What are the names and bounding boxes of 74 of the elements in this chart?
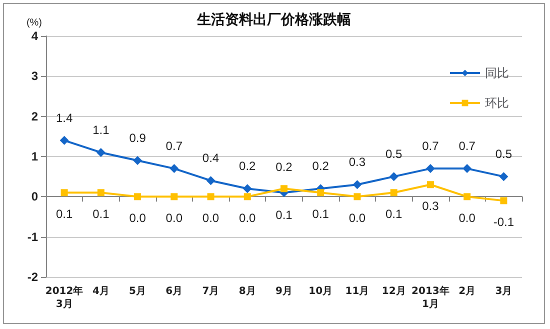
point [317, 189, 324, 196]
point [244, 193, 251, 200]
x-tick-label: 9月 [276, 286, 292, 297]
point [60, 136, 69, 145]
data-label: 0.1 [312, 207, 330, 222]
point [133, 156, 142, 166]
data-label: 0.0 [129, 211, 146, 226]
data-label: 1.1 [92, 122, 110, 137]
data-label: 0.7 [458, 139, 476, 154]
data-label: 0.0 [202, 211, 220, 226]
legend-label: 环比 [485, 96, 509, 110]
data-label: 0.0 [239, 211, 256, 226]
point [96, 148, 106, 157]
point [464, 193, 471, 200]
data-label: 0.3 [422, 199, 440, 214]
x-tick-label: 6月 [166, 286, 183, 297]
data-label: 1.4 [56, 110, 73, 125]
point [134, 193, 142, 200]
point [170, 164, 179, 174]
y-tick-label: 2 [31, 109, 38, 124]
data-label: 0.0 [458, 211, 476, 226]
legend-label: 同比 [485, 66, 509, 80]
point [500, 197, 508, 204]
data-label: 0.1 [276, 208, 293, 222]
y-tick-label: -2 [27, 270, 38, 284]
data-label: 0.9 [129, 131, 146, 146]
point [60, 189, 68, 196]
y-tick-label: -1 [27, 230, 38, 244]
x-tick-label: 5月 [129, 286, 146, 297]
data-label: 0.2 [276, 160, 293, 174]
point [170, 193, 178, 200]
x-tick-label: 2013年 1月 [412, 285, 450, 310]
data-label: 0.2 [239, 159, 256, 174]
x-tick-label: 2012年 3月 [45, 285, 84, 310]
point [97, 189, 104, 196]
x-tick-label: 11月 [345, 286, 370, 297]
data-label: 0.1 [56, 207, 73, 222]
point [354, 193, 361, 200]
data-label: 0.7 [422, 139, 440, 154]
point [462, 164, 472, 174]
data-label: -0.1 [493, 215, 514, 230]
data-label: 0.5 [386, 147, 403, 162]
x-tick-label: 3月 [495, 286, 512, 297]
y-axis-title: (%) [26, 18, 42, 28]
x-tick-label: 4月 [92, 286, 110, 297]
point [426, 181, 434, 188]
data-label: 0.3 [348, 155, 366, 170]
data-label: 0.2 [312, 159, 330, 174]
point [389, 172, 398, 182]
data-label: 0.0 [348, 211, 366, 226]
x-tick-label: 12月 [382, 286, 406, 297]
data-label: 0.5 [495, 147, 512, 162]
point [280, 185, 288, 192]
y-tick-label: 1 [31, 150, 38, 164]
point [390, 189, 398, 196]
data-label: 0.0 [166, 211, 183, 226]
y-tick-label: 4 [31, 29, 38, 43]
x-tick-label: 2月 [458, 286, 476, 297]
data-label: 0.1 [92, 207, 110, 222]
data-label: 0.7 [166, 139, 183, 154]
point [426, 164, 435, 174]
point [207, 193, 214, 200]
data-label: 0.1 [386, 207, 403, 222]
y-tick-label: 3 [31, 69, 38, 84]
y-tick-label: 0 [31, 190, 38, 204]
point [499, 172, 508, 182]
point [206, 176, 216, 186]
x-tick-label: 8月 [238, 286, 256, 297]
x-tick-label: 7月 [202, 286, 220, 297]
point [242, 184, 252, 194]
data-label: 0.4 [202, 151, 220, 166]
point [352, 180, 362, 190]
chart-title: 生活资料出厂价格涨跌幅 [196, 12, 351, 28]
x-tick-label: 10月 [308, 286, 333, 297]
